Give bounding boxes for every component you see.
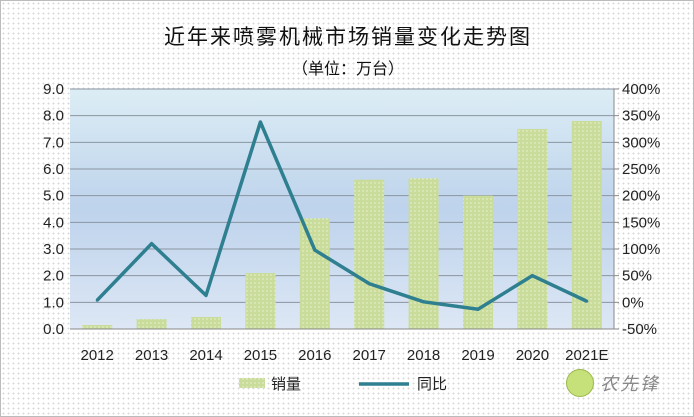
x-tick-label: 2012 <box>81 347 114 364</box>
left-tick-label: 8.0 <box>43 108 64 125</box>
yoy-point-2014 <box>204 293 208 297</box>
chart-subtitle: （单位：万台） <box>291 59 404 78</box>
x-tick-label: 2013 <box>135 347 168 364</box>
left-tick-label: 7.0 <box>43 134 64 151</box>
yoy-line <box>95 120 588 312</box>
x-tick-label: 2016 <box>298 347 331 364</box>
right-tick-label: 250% <box>622 161 660 178</box>
bar-2015 <box>245 273 276 329</box>
bar-2012 <box>82 325 113 329</box>
right-tick-label: -50% <box>622 321 657 338</box>
left-tick-label: 9.0 <box>43 81 64 98</box>
yoy-point-2015 <box>258 120 262 124</box>
legend-label-line: 同比 <box>417 376 447 393</box>
right-tick-label: 400% <box>622 81 660 98</box>
yoy-point-2018 <box>422 300 426 304</box>
right-tick-label: 150% <box>622 214 660 231</box>
right-tick-label: 300% <box>622 134 660 151</box>
x-tick-label: 2021E <box>565 347 608 364</box>
left-tick-label: 5.0 <box>43 188 64 205</box>
bar-2016 <box>299 218 330 329</box>
left-tick-label: 3.0 <box>43 241 64 258</box>
x-tick-label: 2020 <box>516 347 549 364</box>
yoy-point-2013 <box>150 242 154 246</box>
yoy-point-2020 <box>530 274 534 278</box>
left-tick-label: 0.0 <box>43 321 64 338</box>
x-tick-label: 2018 <box>407 347 440 364</box>
chart-title: 近年来喷雾机械市场销量变化走势图 <box>164 25 532 49</box>
right-tick-label: 200% <box>622 188 660 205</box>
yoy-point-2012 <box>95 298 99 302</box>
bar-2021E <box>571 121 602 329</box>
x-tick-label: 2014 <box>189 347 222 364</box>
bar-2014 <box>191 317 221 329</box>
right-tick-label: 0% <box>622 294 644 311</box>
left-tick-label: 1.0 <box>43 294 64 311</box>
right-tick-label: 350% <box>622 108 660 125</box>
left-tick-label: 2.0 <box>43 268 64 285</box>
legend-swatch-bar <box>239 378 265 388</box>
yoy-point-2021E <box>585 299 589 303</box>
right-tick-label: 100% <box>622 241 660 258</box>
left-tick-label: 4.0 <box>43 214 64 231</box>
bar-2018 <box>408 178 439 329</box>
mascot-icon <box>566 369 594 397</box>
x-tick-label: 2019 <box>461 347 494 364</box>
yoy-point-2019 <box>476 307 480 311</box>
bar-2013 <box>136 319 167 329</box>
yoy-point-2017 <box>367 282 371 286</box>
yoy-point-2016 <box>313 248 317 252</box>
legend-label-bar: 销量 <box>271 376 301 393</box>
left-tick-label: 6.0 <box>43 161 64 178</box>
watermark-logo: 农先锋 <box>566 369 660 397</box>
x-tick-label: 2017 <box>353 347 386 364</box>
watermark-text: 农先锋 <box>600 374 660 395</box>
x-tick-label: 2015 <box>244 347 277 364</box>
right-tick-label: 50% <box>622 268 652 285</box>
bar-2017 <box>354 179 385 329</box>
bar-2020 <box>517 129 548 329</box>
